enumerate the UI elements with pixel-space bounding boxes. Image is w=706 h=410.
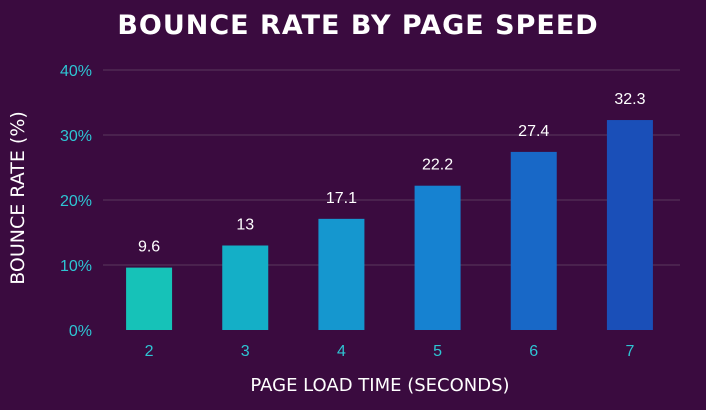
value-labels: 9.6 13 17.1 22.2 27.4 32.3 [138,91,646,256]
y-axis-title: BOUNCE RATE (%) [7,111,29,285]
x-tick-label: 5 [433,343,442,360]
bar-value-label: 17.1 [326,190,357,207]
x-axis-title: PAGE LOAD TIME (SECONDS) [250,375,509,396]
gridlines [103,69,680,266]
y-tick-label: 30% [60,128,92,145]
x-tick-label: 7 [625,343,634,360]
bar [606,120,653,330]
bar-value-label: 13 [236,217,254,234]
bar [510,151,557,330]
y-tick-label: 0% [69,323,92,340]
y-axis-ticks: 0% 10% 20% 30% 40% [60,63,92,340]
chart-title: BOUNCE RATE BY PAGE SPEED [117,10,598,41]
x-tick-label: 6 [529,343,538,360]
bar-value-label: 22.2 [422,157,453,174]
x-axis-ticks: 2 3 4 5 6 7 [145,343,635,360]
bar [414,185,461,330]
y-tick-label: 40% [60,63,92,80]
bars [126,120,653,330]
y-tick-label: 20% [60,193,92,210]
x-tick-label: 2 [145,343,154,360]
bar [222,245,269,330]
bar-value-label: 27.4 [518,123,549,140]
x-tick-label: 4 [337,343,346,360]
bar [126,267,173,330]
bar [318,218,365,330]
bar-value-label: 9.6 [138,239,160,256]
bar-value-label: 32.3 [614,91,645,108]
y-tick-label: 10% [60,258,92,275]
x-tick-label: 3 [241,343,250,360]
